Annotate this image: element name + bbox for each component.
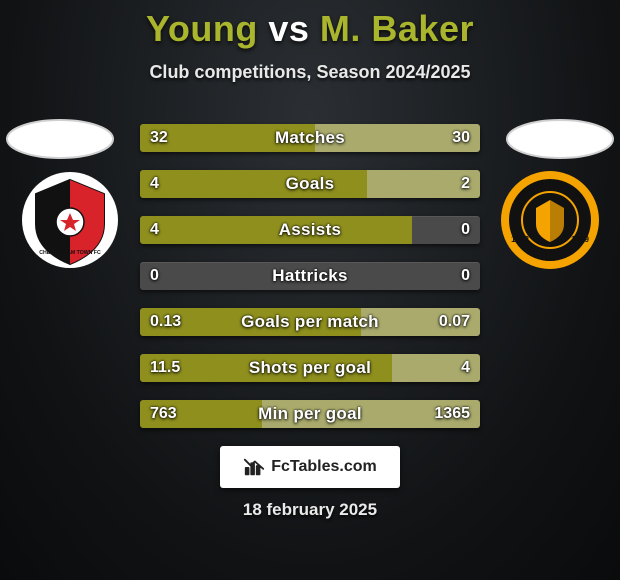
stat-value-right: 0 (461, 216, 470, 244)
club-right-year-right: 1989 (571, 235, 589, 244)
stat-bar-left (140, 308, 361, 336)
stat-row: 0.130.07Goals per match (140, 308, 480, 336)
chart-icon (243, 456, 265, 478)
club-badge-right: NEWPORT COUNTY AFC 1912 1989 (500, 170, 600, 270)
nation-flag-right (505, 118, 615, 160)
stat-bar-left (140, 124, 315, 152)
club-left-label: CHELTENHAM TOWN FC (39, 250, 101, 256)
player1-name: Young (146, 8, 258, 49)
stat-row: 40Assists (140, 216, 480, 244)
vs-text: vs (268, 8, 309, 49)
stat-row: 42Goals (140, 170, 480, 198)
stat-bar-right (315, 124, 480, 152)
site-name: FcTables.com (271, 458, 377, 476)
stat-value-left: 0 (150, 262, 159, 290)
club-right-year-left: 1912 (511, 235, 529, 244)
stat-bar-left (140, 354, 392, 382)
stat-bar-left (140, 400, 262, 428)
player2-name: M. Baker (320, 8, 474, 49)
stat-row: 7631365Min per goal (140, 400, 480, 428)
comparison-title: Young vs M. Baker (0, 0, 620, 50)
stat-row: 0 0Hattricks (140, 262, 480, 290)
stat-row: 11.54Shots per goal (140, 354, 480, 382)
stat-row: 3230Matches (140, 124, 480, 152)
stat-bar-right (392, 354, 480, 382)
stat-bar-left (140, 216, 412, 244)
stat-bar-right (367, 170, 480, 198)
nation-flag-left (5, 118, 115, 160)
stat-bar-right (262, 400, 480, 428)
stat-label: Hattricks (140, 262, 480, 290)
stat-bar-left (140, 170, 367, 198)
comparison-date: 18 february 2025 (0, 500, 620, 520)
stat-value-right: 0 (461, 262, 470, 290)
comparison-subtitle: Club competitions, Season 2024/2025 (0, 62, 620, 83)
stat-bar-right (361, 308, 480, 336)
site-badge[interactable]: FcTables.com (220, 446, 400, 488)
stats-chart: 3230Matches42Goals40Assists00Hattricks0.… (140, 124, 480, 446)
club-badge-left: CHELTENHAM TOWN FC (20, 170, 120, 270)
